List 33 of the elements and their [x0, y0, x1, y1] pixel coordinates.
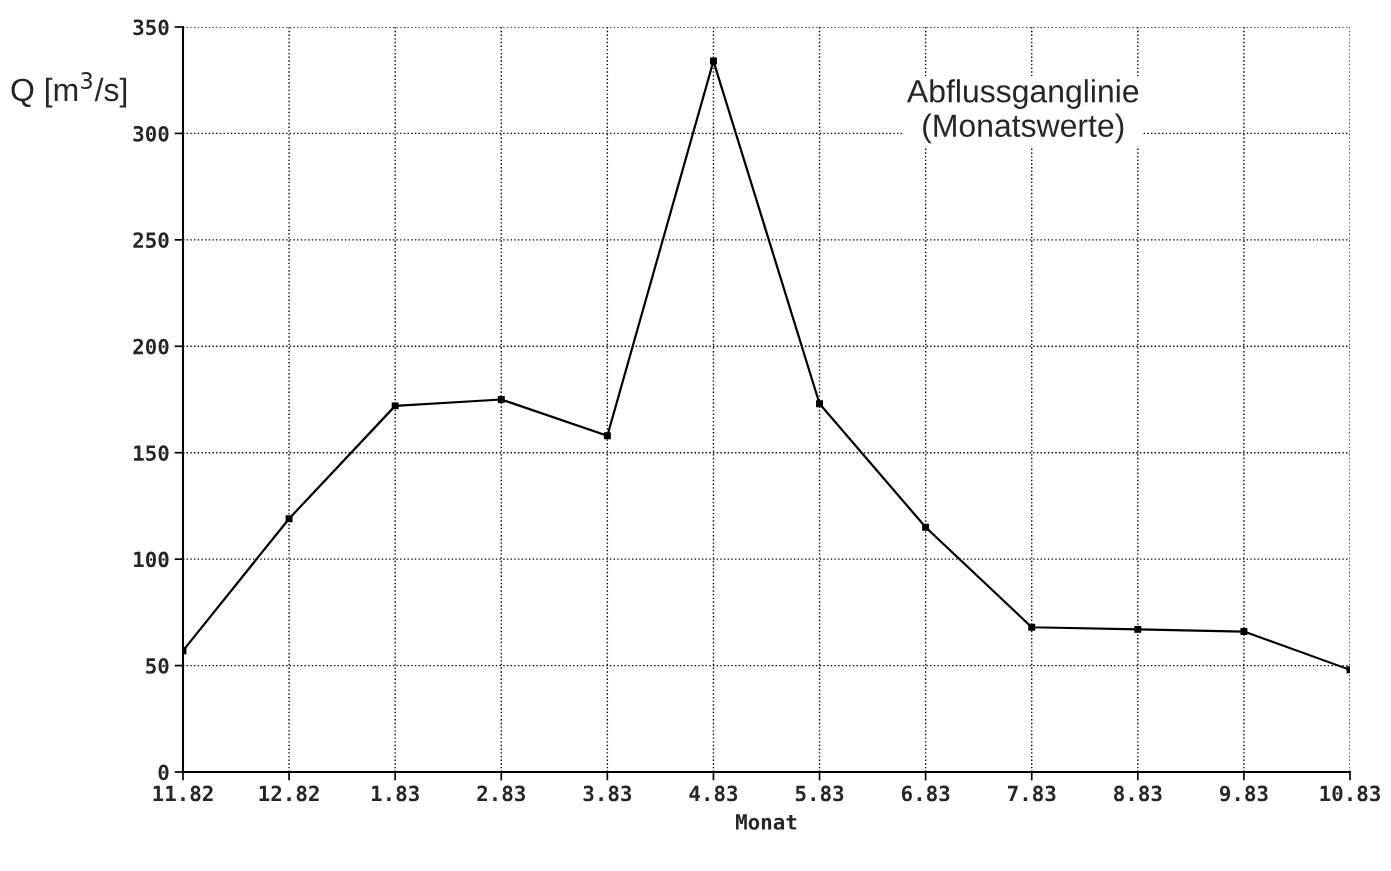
point — [816, 400, 824, 408]
x-tick-label: 7.83 — [1008, 785, 1056, 802]
x-axis-title: Monat — [736, 814, 797, 830]
point — [1240, 628, 1248, 635]
y-tick-label: 250 — [133, 232, 169, 249]
y-tick-label: 50 — [146, 658, 169, 674]
x-tick-label: 8.83 — [1114, 785, 1162, 802]
x-tick-label: 4.83 — [689, 785, 738, 802]
x-tick-label: 11.82 — [153, 785, 213, 802]
point — [709, 57, 717, 65]
x-tick-label: 3.83 — [583, 785, 632, 802]
point — [497, 396, 505, 403]
text: Abflussganglinie (Monatswerte) — [906, 79, 1139, 144]
y-tick-label: 200 — [133, 338, 169, 355]
point — [922, 523, 930, 531]
x-tick-label: 1.83 — [372, 785, 419, 802]
point — [285, 515, 293, 523]
y-tick-label: 350 — [133, 19, 169, 36]
y-tick-label: 150 — [134, 445, 169, 461]
y-tick-label: 100 — [134, 551, 169, 568]
x-tick-label: 12.82 — [259, 785, 319, 802]
point — [603, 432, 611, 440]
y-tick-label: 300 — [133, 125, 169, 142]
point — [1134, 625, 1142, 633]
x-tick-label: 2.83 — [477, 785, 526, 802]
y-tick-label: 0 — [158, 764, 169, 781]
point — [391, 402, 399, 410]
x-tick-label: 6.83 — [901, 785, 950, 802]
x-tick-label: 9.83 — [1219, 785, 1268, 802]
point — [1028, 623, 1036, 631]
y-axis-title: Q [m$^{3}$/s] — [11, 72, 127, 108]
x-tick-label: 5.83 — [795, 785, 844, 802]
x-tick-label: 10.83 — [1320, 785, 1381, 802]
